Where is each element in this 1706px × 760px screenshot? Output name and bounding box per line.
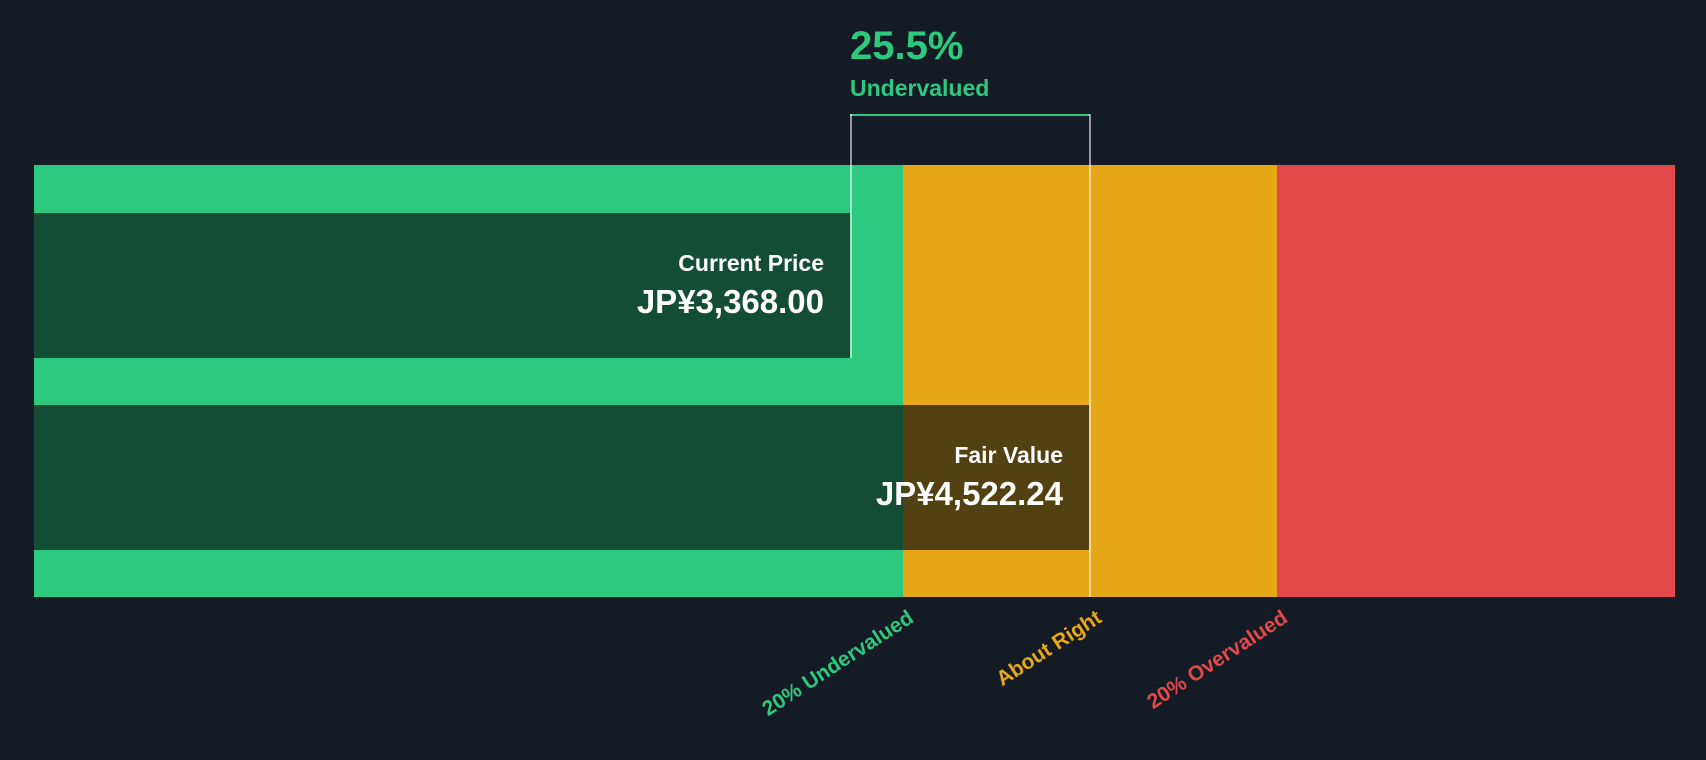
zone-label-undervalued: 20% Undervalued xyxy=(758,606,918,721)
current-price-label: Current Price xyxy=(678,249,824,276)
zone-overvalued xyxy=(1277,165,1675,597)
bracket-top-line xyxy=(850,114,1090,116)
discount-label: Undervalued xyxy=(850,75,990,101)
bracket-current-price-line xyxy=(850,114,852,358)
discount-percent: 25.5% xyxy=(850,24,964,68)
fair-value-label: Fair Value xyxy=(954,441,1063,468)
bracket-fair-value-line xyxy=(1089,114,1091,597)
zone-label-overvalued: 20% Overvalued xyxy=(1142,606,1292,714)
current-price-value: JP¥3,368.00 xyxy=(636,283,824,320)
zone-label-about-right: About Right xyxy=(992,606,1106,691)
fair-value-bar[interactable]: Fair Value JP¥4,522.24 xyxy=(34,405,1089,550)
discount-annotation: 25.5% Undervalued xyxy=(850,24,989,102)
current-price-bar[interactable]: Current Price JP¥3,368.00 xyxy=(34,213,850,358)
chart-area: Current Price JP¥3,368.00 Fair Value JP¥… xyxy=(34,165,1675,597)
fair-value-value: JP¥4,522.24 xyxy=(875,475,1063,512)
